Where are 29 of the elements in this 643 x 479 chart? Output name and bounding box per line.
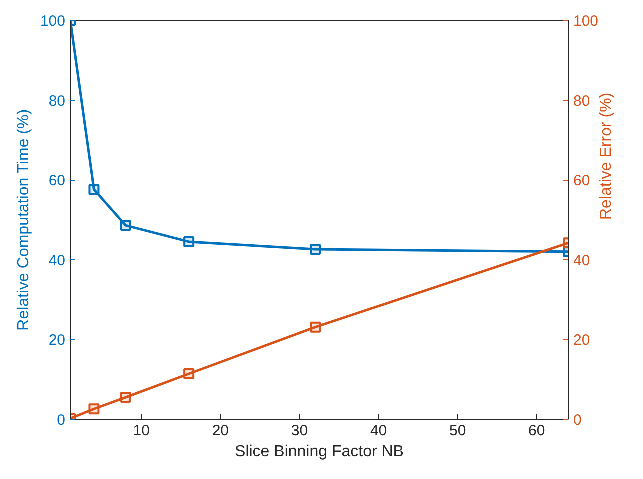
- x-tick-label: 10: [133, 422, 150, 440]
- y-tick-label: 80: [48, 92, 66, 110]
- x-tick-label: 50: [449, 422, 466, 440]
- x-tick-label: 20: [212, 422, 230, 440]
- y-tick-label: 100: [40, 13, 66, 30]
- point: [310, 244, 322, 256]
- point: [88, 404, 100, 415]
- y-tick-label: 60: [48, 172, 66, 190]
- y2-tick-label: 100: [574, 13, 599, 30]
- y-tick-label: 20: [48, 332, 66, 350]
- x-tick-label: 30: [291, 422, 308, 440]
- point: [184, 236, 195, 248]
- x-axis-title: Slice Binning Factor NB: [235, 444, 404, 460]
- y-tick-label: 40: [48, 252, 66, 270]
- y-tick-label: 0: [57, 412, 66, 429]
- y2-axis-title: Relative Error (%): [598, 92, 616, 220]
- point: [88, 184, 100, 196]
- x-tick-label: 60: [528, 422, 546, 440]
- y2-tick-label: 40: [574, 252, 590, 270]
- point: [120, 392, 132, 404]
- point: [184, 368, 195, 380]
- y-axis-title: Relative Computation Time (%): [15, 109, 32, 331]
- y2-tick-label: 60: [574, 172, 590, 190]
- point: [310, 322, 322, 333]
- point: [120, 220, 132, 232]
- y2-tick-label: 20: [574, 332, 590, 350]
- y2-tick-label: 80: [574, 92, 590, 110]
- y2-tick-label: 0: [574, 412, 582, 429]
- x-tick-label: 40: [370, 422, 388, 440]
